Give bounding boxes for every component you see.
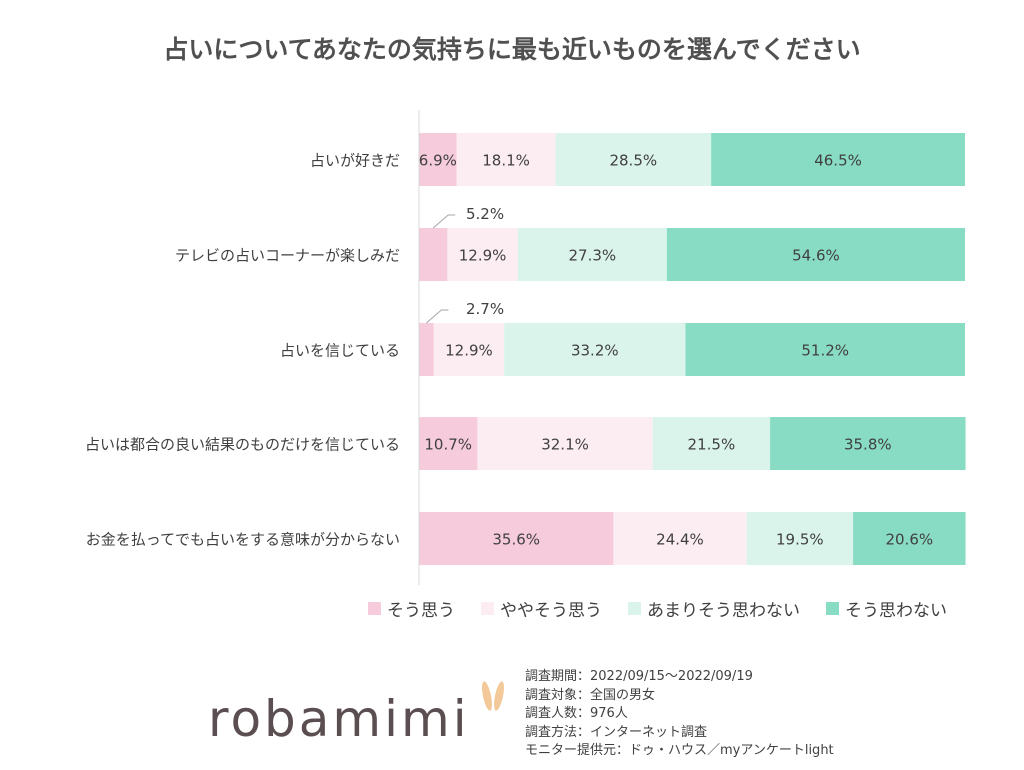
bar-segment <box>477 417 653 470</box>
legend-item: そう思わない <box>826 596 947 621</box>
legend-swatch <box>628 602 641 615</box>
category-label: お金を払ってでも占いをする意味が分からない <box>86 531 400 549</box>
bar-segment <box>770 417 966 470</box>
bar-segment <box>419 133 457 186</box>
legend-swatch <box>368 602 381 615</box>
category-label: 占いは都合の良い結果のものだけを信じている <box>85 436 400 454</box>
legend-label: あまりそう思わない <box>647 601 800 621</box>
survey-target: 調査対象：全国の男女 <box>525 687 656 703</box>
category-label: 占いが好きだ <box>310 152 400 170</box>
data-label: 51.2% <box>801 342 849 360</box>
bar-segment <box>746 512 854 565</box>
leader-line <box>432 214 456 229</box>
data-label: 5.2% <box>466 205 504 223</box>
bar-segment <box>853 512 966 565</box>
chart-title: 占いについてあなたの気持ちに最も近いものを選んでください <box>163 35 861 64</box>
stacked-bar-chart: 占いが好きだ 6.9% 18.1% 28.5% 46.5% テレビの占いコーナーが楽しみだ… <box>85 110 966 585</box>
data-label: 33.2% <box>571 342 619 360</box>
leader-line <box>426 309 449 324</box>
bar-segment <box>555 133 712 186</box>
bar-segment <box>685 323 965 376</box>
data-label: 12.9% <box>445 342 493 360</box>
data-label: 2.7% <box>466 300 504 318</box>
logo: robamimi <box>208 690 470 748</box>
category-label: テレビの占いコーナーが楽しみだ <box>175 247 400 265</box>
legend-item: そう思う <box>368 596 455 621</box>
legend-label: そう思う <box>387 601 455 621</box>
data-label: 19.5% <box>776 531 824 549</box>
legend-swatch <box>826 602 839 615</box>
data-label: 35.8% <box>844 436 892 454</box>
survey-info: 調査期間：2022/09/15～2022/09/19 調査対象：全国の男女 調査… <box>525 668 834 761</box>
survey-count: 調査人数：976人 <box>525 706 628 721</box>
data-label: 46.5% <box>814 152 862 170</box>
data-label: 10.7% <box>424 436 472 454</box>
bar-segment <box>711 133 965 186</box>
data-label: 20.6% <box>885 531 933 549</box>
data-label: 32.1% <box>541 436 589 454</box>
data-label: 18.1% <box>482 152 530 170</box>
data-label: 35.6% <box>492 531 540 549</box>
bar-segment <box>613 512 747 565</box>
legend-label: ややそう思う <box>500 601 602 621</box>
data-label: 24.4% <box>656 531 704 549</box>
bar-segment <box>504 323 686 376</box>
data-label: 12.9% <box>459 247 507 265</box>
data-label: 21.5% <box>688 436 736 454</box>
survey-period: 調査期間：2022/09/15～2022/09/19 <box>525 669 753 684</box>
category-label: 占いを信じている <box>280 342 400 360</box>
data-label: 27.3% <box>569 247 617 265</box>
bar-segment <box>419 228 448 281</box>
legend-item: あまりそう思わない <box>628 596 800 621</box>
survey-method: 調査方法：インターネット調査 <box>525 724 708 740</box>
bar-segment <box>419 323 434 376</box>
bar-segment <box>419 417 478 470</box>
legend-item: ややそう思う <box>481 596 602 621</box>
bar-segment <box>433 323 505 376</box>
legend: そう思う ややそう思う あまりそう思わない そう思わない <box>368 596 947 621</box>
bar-segment <box>456 133 556 186</box>
bar-segment <box>419 512 614 565</box>
bar-segment <box>447 228 518 281</box>
bar-segment <box>517 228 667 281</box>
logo-ears-icon <box>481 681 505 711</box>
survey-provider: モニター提供元：ドゥ・ハウス／myアンケートlight <box>525 743 834 758</box>
legend-label: そう思わない <box>845 601 947 621</box>
bar-segment <box>652 417 771 470</box>
data-label: 28.5% <box>609 152 657 170</box>
legend-swatch <box>481 602 494 615</box>
bar-segment <box>666 228 965 281</box>
data-label: 6.9% <box>419 152 457 170</box>
data-label: 54.6% <box>792 247 840 265</box>
